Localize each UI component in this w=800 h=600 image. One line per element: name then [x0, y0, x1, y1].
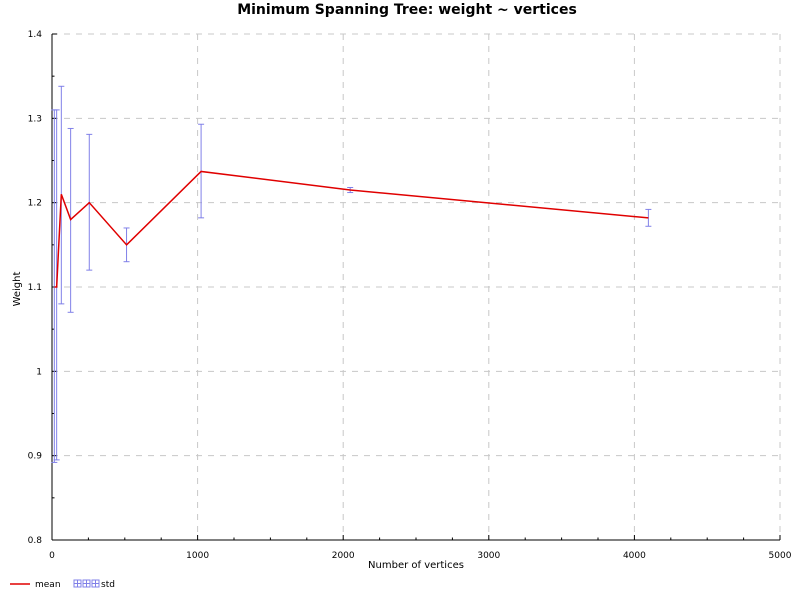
- x-tick-label: 3000: [477, 551, 500, 561]
- x-tick-label: 2000: [332, 551, 355, 561]
- y-tick-label: 1: [36, 367, 42, 377]
- y-tick-label: 1.1: [28, 283, 42, 293]
- chart-title: Minimum Spanning Tree: weight ~ vertices: [237, 2, 577, 18]
- x-tick-label: 5000: [769, 551, 792, 561]
- y-tick-label: 1.3: [28, 114, 42, 124]
- y-axis-label: Weight: [12, 272, 23, 307]
- y-tick-label: 1.2: [28, 199, 42, 209]
- series-line-mean: [54, 170, 649, 288]
- y-tick-label: 0.9: [28, 452, 43, 462]
- x-tick-label: 1000: [186, 551, 209, 561]
- ticks: 0 1000 2000 3000 4000 5000 0.8 0.9 1 1.1 1.2 1.3 1.4: [28, 30, 792, 561]
- x-axis-label: Number of vertices: [368, 560, 464, 571]
- legend-mean-label: mean: [35, 580, 61, 590]
- y-tick-label: 0.8: [28, 536, 43, 546]
- legend: mean std: [10, 579, 115, 590]
- y-tick-label: 1.4: [28, 30, 43, 40]
- legend-std-label: std: [101, 580, 115, 590]
- grid: [52, 33, 781, 540]
- x-tick-label: 0: [49, 551, 55, 561]
- legend-std-swatch: [73, 579, 100, 588]
- x-tick-label: 4000: [623, 551, 646, 561]
- series: [54, 170, 649, 288]
